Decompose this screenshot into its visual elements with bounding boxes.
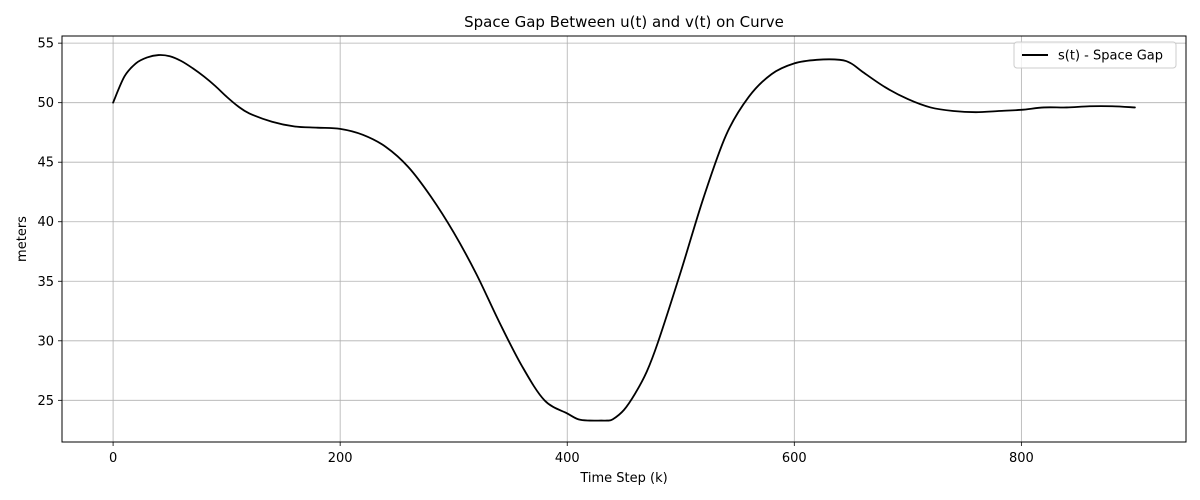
x-axis-label: Time Step (k): [579, 471, 667, 486]
y-axis-label: meters: [15, 216, 30, 262]
series-lines: [112, 54, 1136, 422]
x-tick-label: 600: [782, 451, 807, 466]
grid-lines: [62, 36, 1186, 442]
y-tick-label: 25: [37, 394, 54, 409]
x-tick-label: 800: [1009, 451, 1034, 466]
y-tick-label: 45: [37, 156, 54, 171]
axis-ticks: 0 200 400 600 800 25 30 35 40 45 50 55: [37, 37, 1033, 466]
legend-entry-label: s(t) - Space Gap: [1058, 49, 1163, 64]
x-tick-label: 200: [328, 451, 353, 466]
y-tick-label: 35: [37, 275, 54, 290]
plot-area-frame: [61, 35, 1187, 443]
x-tick-label: 0: [109, 451, 117, 466]
x-tick-label: 400: [555, 451, 580, 466]
y-tick-label: 30: [37, 334, 54, 349]
legend: s(t) - Space Gap: [1013, 41, 1177, 69]
y-tick-label: 50: [37, 96, 54, 111]
series-line-space-gap: [112, 54, 1136, 422]
legend-box: [1013, 41, 1177, 69]
chart-title: Space Gap Between u(t) and v(t) on Curve: [464, 13, 784, 31]
y-tick-label: 55: [37, 37, 54, 52]
y-tick-label: 40: [37, 215, 54, 230]
